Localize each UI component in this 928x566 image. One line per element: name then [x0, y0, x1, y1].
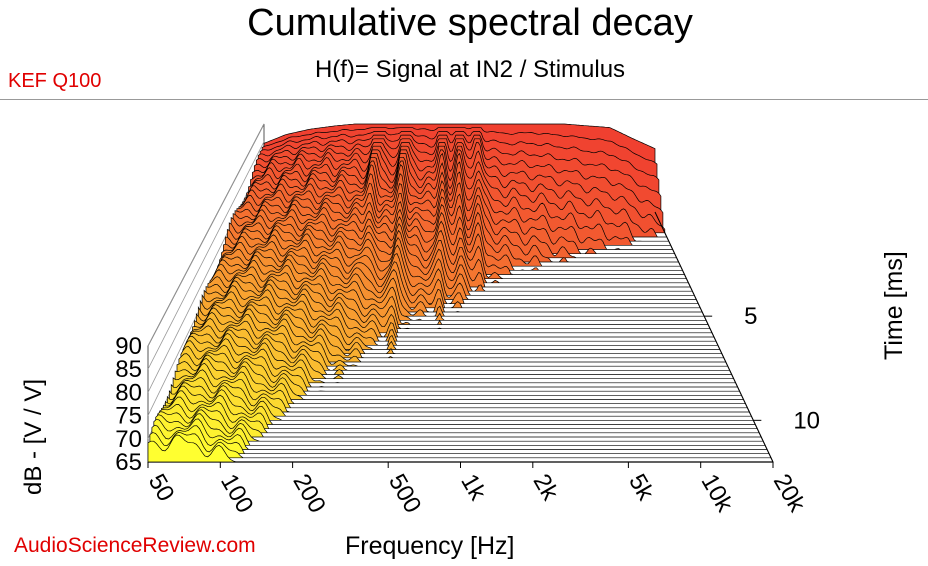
decay-slices	[147, 123, 773, 463]
y-tick-label: 85	[115, 356, 142, 383]
y-axis-label: dB - [V / V]	[20, 378, 47, 495]
time-axis-line	[654, 211, 774, 463]
x-tick-label: 500	[383, 470, 426, 518]
wall-grid-line	[147, 123, 265, 347]
x-tick-label: 20k	[768, 470, 811, 518]
x-tick-label: 2k	[528, 470, 565, 506]
decay-slice	[197, 298, 722, 355]
chart-title: Cumulative spectral decay	[247, 2, 693, 44]
decay-slice	[195, 304, 724, 359]
x-axis-ticks: 50 100 200 500 1k 2k 5k 10k 20k	[143, 462, 811, 518]
x-tick-label: 10k	[695, 470, 738, 518]
title-divider	[0, 99, 928, 100]
time-tick-label: 5	[744, 303, 757, 330]
chart-subtitle: H(f)= Signal at IN2 / Stimulus	[314, 56, 626, 83]
x-tick-label: 100	[215, 470, 258, 518]
time-tick-label: 10	[793, 407, 820, 434]
x-tick-label: 1k	[455, 470, 492, 506]
device-label: KEF Q100	[8, 70, 102, 92]
credit-label: AudioScienceReview.com	[14, 534, 256, 557]
y-tick-label: 70	[115, 426, 142, 453]
y-tick-label: 65	[115, 449, 142, 476]
wall-grid-line	[147, 141, 265, 370]
x-axis-label: Frequency [Hz]	[345, 532, 515, 560]
decay-slice	[194, 307, 726, 363]
y-tick-label: 90	[115, 333, 142, 360]
y-tick-label: 75	[115, 403, 142, 430]
time-axis-ticks: 5 10	[654, 211, 820, 463]
y-tick-label: 80	[115, 379, 142, 406]
x-tick-label: 200	[287, 470, 330, 518]
x-tick-label: 5k	[623, 470, 660, 506]
time-axis-label: Time [ms]	[880, 251, 908, 360]
x-tick-label: 50	[143, 470, 180, 507]
